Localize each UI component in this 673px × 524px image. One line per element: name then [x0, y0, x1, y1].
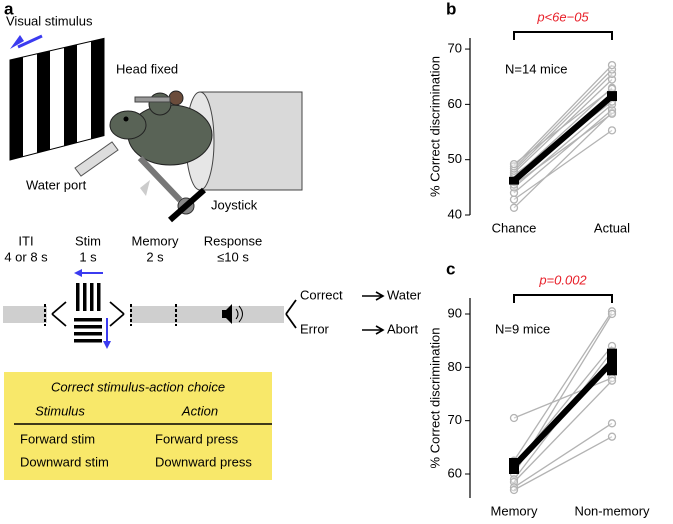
mouse-line [513, 88, 613, 165]
mouse-line [513, 69, 613, 169]
epochs: ITI 4 or 8 s Stim 1 s Memory 2 s Respons… [4, 233, 262, 264]
mouse-line [513, 113, 613, 186]
mouse-point [509, 203, 519, 212]
outcome: Error [300, 321, 330, 336]
mouse-point [607, 60, 617, 70]
table-cell: Forward press [155, 431, 239, 446]
epoch-duration: ≤10 s [217, 249, 249, 264]
epoch-name: Stim [75, 233, 101, 248]
outcome: Correct [300, 287, 343, 302]
y-tick-label: 60 [448, 465, 462, 480]
epoch-name: ITI [18, 233, 33, 248]
y-axis-label: % Correct discrimination [427, 328, 442, 469]
y-tick-label: 70 [448, 412, 462, 427]
label: Visual stimulus [6, 13, 93, 28]
error-bar [509, 176, 519, 185]
mouse-line [513, 73, 613, 172]
mouse-point [509, 485, 519, 495]
significance-bracket [513, 294, 613, 303]
x-tick-label: Actual [594, 220, 630, 235]
mouse-point [607, 75, 617, 84]
table-cell: Forward stim [20, 431, 95, 446]
epoch-duration: 1 s [79, 249, 97, 264]
mouse-point [607, 376, 617, 385]
mouse-line [513, 109, 613, 194]
mouse-line [513, 129, 613, 201]
mouse-line [513, 436, 613, 491]
grating [9, 37, 105, 161]
mouse-point [607, 126, 617, 135]
x-tick-label: Chance [492, 220, 537, 235]
n-label: N=14 mice [505, 61, 568, 76]
y-tick-label: 90 [448, 305, 462, 320]
mean-line [511, 359, 615, 469]
mouse-line [513, 310, 613, 462]
table-cell: Downward press [155, 454, 252, 469]
outcome-result: Water [387, 287, 422, 302]
mouse-point [509, 159, 519, 169]
error-bar [607, 348, 617, 376]
mouse-line [513, 103, 613, 188]
epoch-duration: 4 or 8 s [4, 249, 48, 264]
arrow-head [10, 35, 24, 49]
label: Joystick [211, 197, 258, 212]
p-value: p<6e−05 [536, 9, 589, 24]
y-tick-label: 70 [448, 41, 462, 56]
epoch-name: Memory [132, 233, 179, 248]
panel-label: b [446, 0, 456, 18]
n-label: N=9 mice [495, 321, 550, 336]
mouse [74, 90, 303, 223]
table-header: Stimulus [35, 403, 85, 418]
epoch-duration: 2 s [146, 249, 164, 264]
y-tick-label: 40 [448, 206, 462, 221]
y-tick-label: 60 [448, 96, 462, 111]
x-tick-label: Non-memory [574, 503, 650, 518]
mouse-point [509, 195, 519, 204]
mouse-point [607, 109, 617, 118]
y-tick-label: 80 [448, 359, 462, 374]
error-bar [509, 458, 519, 474]
panel-label: a [4, 0, 14, 18]
mouse-line [513, 64, 613, 167]
y-tick-label: 50 [448, 151, 462, 166]
table-cell: Downward stim [20, 454, 109, 469]
mouse-line [513, 377, 613, 419]
mouse-point [607, 432, 617, 441]
charts: b 40 50 60 70 Chance Actual % Correct discrimin… [427, 0, 650, 518]
y-axis-label: % Correct discrimination [427, 56, 442, 197]
significance-bracket [513, 31, 613, 40]
label: Head fixed [116, 61, 178, 76]
p-value: p=0.002 [538, 272, 587, 287]
arrow [17, 34, 43, 49]
mouse-line [513, 112, 613, 209]
mouse-line [513, 422, 613, 488]
table: Correct stimulus-action choice Stimulus … [4, 372, 272, 480]
mouse-point [607, 309, 617, 319]
timeline [3, 269, 385, 349]
table-title: Correct stimulus-action choice [51, 379, 225, 394]
table-header: Action [181, 403, 218, 418]
mouse-line [513, 380, 613, 483]
label: Water port [26, 177, 87, 192]
mouse-point [607, 419, 617, 428]
mouse-point [509, 188, 519, 198]
panel-label: c [446, 259, 455, 278]
outcome-result: Abort [387, 321, 418, 336]
error-bar [607, 91, 617, 102]
mouse-point [509, 413, 519, 423]
x-tick-label: Memory [491, 503, 538, 518]
mean-line [512, 93, 614, 183]
epoch-name: Response [204, 233, 263, 248]
